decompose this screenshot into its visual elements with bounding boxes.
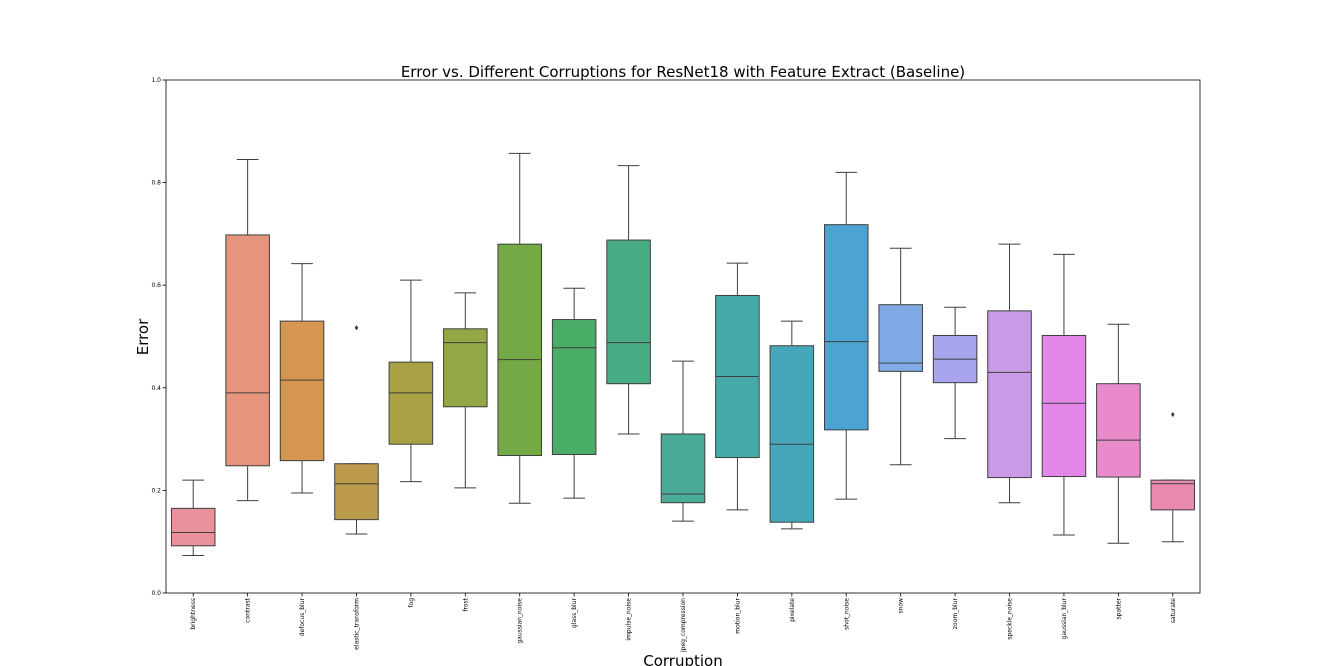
x-tick-label-saturate: saturate [1170, 598, 1177, 623]
y-tick-label: 0.8 [151, 180, 161, 187]
box-gaussian_blur [1041, 253, 1087, 536]
iqr-box [1041, 334, 1087, 478]
box-contrast [225, 159, 270, 502]
y-tick-label: 1.0 [151, 77, 161, 84]
box-defocus_blur [279, 263, 325, 494]
box-gaussian_noise [497, 152, 543, 504]
box-saturate [1150, 411, 1196, 543]
y-tick-label: 0.6 [151, 282, 161, 289]
outlier-point [1170, 411, 1175, 418]
x-tick-label-snow: snow [898, 598, 905, 614]
iqr-box [660, 433, 706, 504]
box-impulse_noise [606, 165, 651, 435]
x-axis-label: Corruption [643, 652, 722, 666]
box-pixelate [769, 320, 815, 530]
iqr-box [334, 463, 379, 521]
x-tick-label-gaussian_noise: gaussian_noise [517, 598, 524, 644]
chart-title: Error vs. Different Corruptions for ResN… [401, 63, 965, 81]
box-spatter [1096, 323, 1141, 544]
x-tick-label-glass_blur: glass_blur [571, 597, 578, 628]
y-axis: 0.0 0.2 0.4 0.6 0.8 1.0 [151, 77, 166, 597]
box-zoom_blur [932, 306, 978, 440]
x-tick-label-elastic_transform: elastic_transform [353, 598, 360, 650]
box-brightness [170, 479, 216, 557]
x-axis: brightness contrast defocus_blur elastic_tr… [190, 593, 1177, 653]
iqr-box [1150, 479, 1196, 511]
y-axis-label: Error [134, 318, 152, 355]
x-tick-label-spatter: spatter [1115, 597, 1122, 619]
boxes-layer [170, 152, 1196, 557]
iqr-box [279, 320, 325, 462]
box-snow [878, 247, 923, 466]
x-tick-label-zoom_blur: zoom_blur [952, 597, 959, 629]
x-tick-label-shot_noise: shot_noise [843, 598, 850, 630]
x-tick-label-brightness: brightness [190, 598, 197, 630]
box-shot_noise [823, 171, 869, 500]
iqr-box [170, 507, 216, 547]
y-tick-label: 0.2 [151, 487, 161, 494]
x-tick-label-pixelate: pixelate [789, 598, 796, 622]
iqr-box [497, 243, 543, 457]
iqr-box [443, 328, 488, 408]
x-tick-label-impulse_noise: impulse_noise [626, 598, 633, 641]
iqr-box [225, 234, 270, 467]
x-tick-label-speckle_noise: speckle_noise [1007, 598, 1014, 640]
box-motion_blur [715, 262, 760, 511]
outlier-point [354, 325, 359, 331]
y-tick-label: 0.0 [151, 590, 161, 597]
x-tick-label-jpeg_compression: jpeg_compression [680, 598, 687, 653]
iqr-box [878, 304, 923, 372]
box-glass_blur [551, 287, 597, 499]
iqr-box [769, 345, 815, 523]
iqr-box [823, 224, 869, 431]
x-tick-label-defocus_blur: defocus_blur [299, 597, 306, 636]
x-tick-label-frost: frost [462, 597, 469, 611]
x-tick-label-motion_blur: motion_blur [734, 597, 741, 633]
iqr-box [551, 319, 597, 455]
box-elastic_transform [334, 325, 379, 535]
iqr-box [388, 361, 434, 445]
box-jpeg_compression [660, 360, 706, 522]
iqr-box [1096, 383, 1141, 478]
x-tick-label-fog: fog [408, 598, 415, 608]
box-speckle_noise [987, 243, 1032, 504]
y-tick-label: 0.4 [151, 385, 161, 392]
box-fog [388, 279, 434, 483]
box-frost [443, 292, 488, 489]
x-tick-label-gaussian_blur: gaussian_blur [1061, 597, 1068, 639]
iqr-box [987, 310, 1032, 479]
x-tick-label-contrast: contrast [245, 597, 252, 622]
iqr-box [606, 239, 651, 385]
